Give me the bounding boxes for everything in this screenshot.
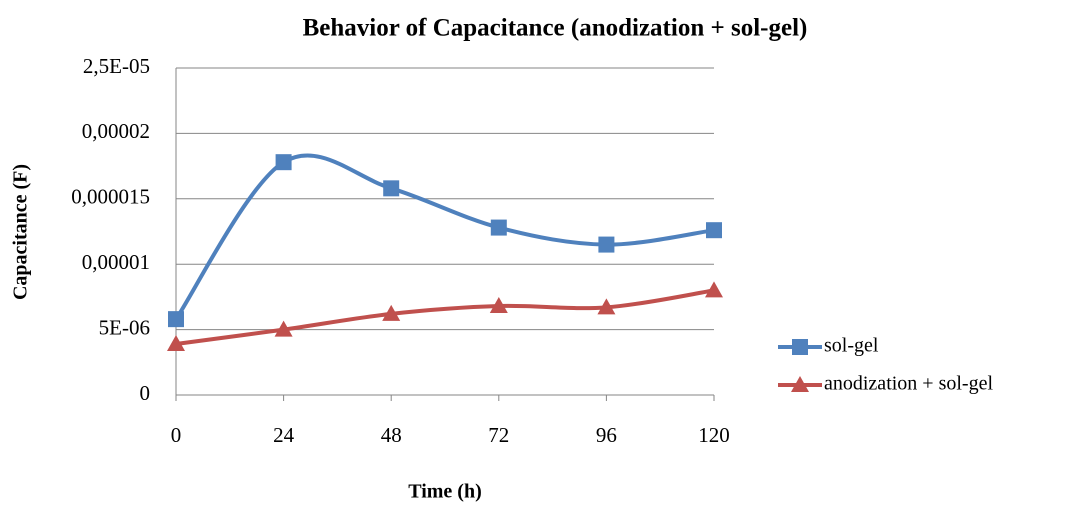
point <box>490 219 507 236</box>
y-tick-label: 0,00002 <box>82 119 150 143</box>
point <box>383 180 400 197</box>
y-tick-label: 0 <box>140 381 151 405</box>
x-tick-label: 24 <box>273 423 295 447</box>
y-tick-label: 2,5E-05 <box>83 54 150 78</box>
x-tick-label: 120 <box>698 423 730 447</box>
y-tick-label: 0,00001 <box>82 250 150 274</box>
point <box>597 298 616 315</box>
x-tick-label: 96 <box>596 423 617 447</box>
y-axis-title: Capacitance (F) <box>10 164 32 300</box>
point <box>167 334 185 351</box>
legend-marker <box>791 376 809 392</box>
legend-marker <box>792 339 808 355</box>
point <box>382 304 401 321</box>
legend-label: anodization + sol-gel <box>824 373 993 395</box>
y-tick-label: 0,000015 <box>71 185 150 209</box>
x-axis-title: Time (h) <box>408 481 482 503</box>
point <box>705 281 723 298</box>
point <box>168 311 184 328</box>
x-tick-label: 72 <box>488 423 509 447</box>
point <box>274 320 293 337</box>
point <box>489 297 508 314</box>
point <box>275 154 292 171</box>
line <box>174 153 715 321</box>
point <box>706 222 722 239</box>
chart-title: Behavior of Capacitance (anodization + s… <box>303 15 808 42</box>
line <box>175 288 715 346</box>
point <box>598 236 615 253</box>
x-tick-label: 48 <box>381 423 402 447</box>
x-tick-label: 0 <box>171 423 182 447</box>
y-tick-label: 5E-06 <box>99 315 150 339</box>
legend-label: sol-gel <box>824 335 879 357</box>
